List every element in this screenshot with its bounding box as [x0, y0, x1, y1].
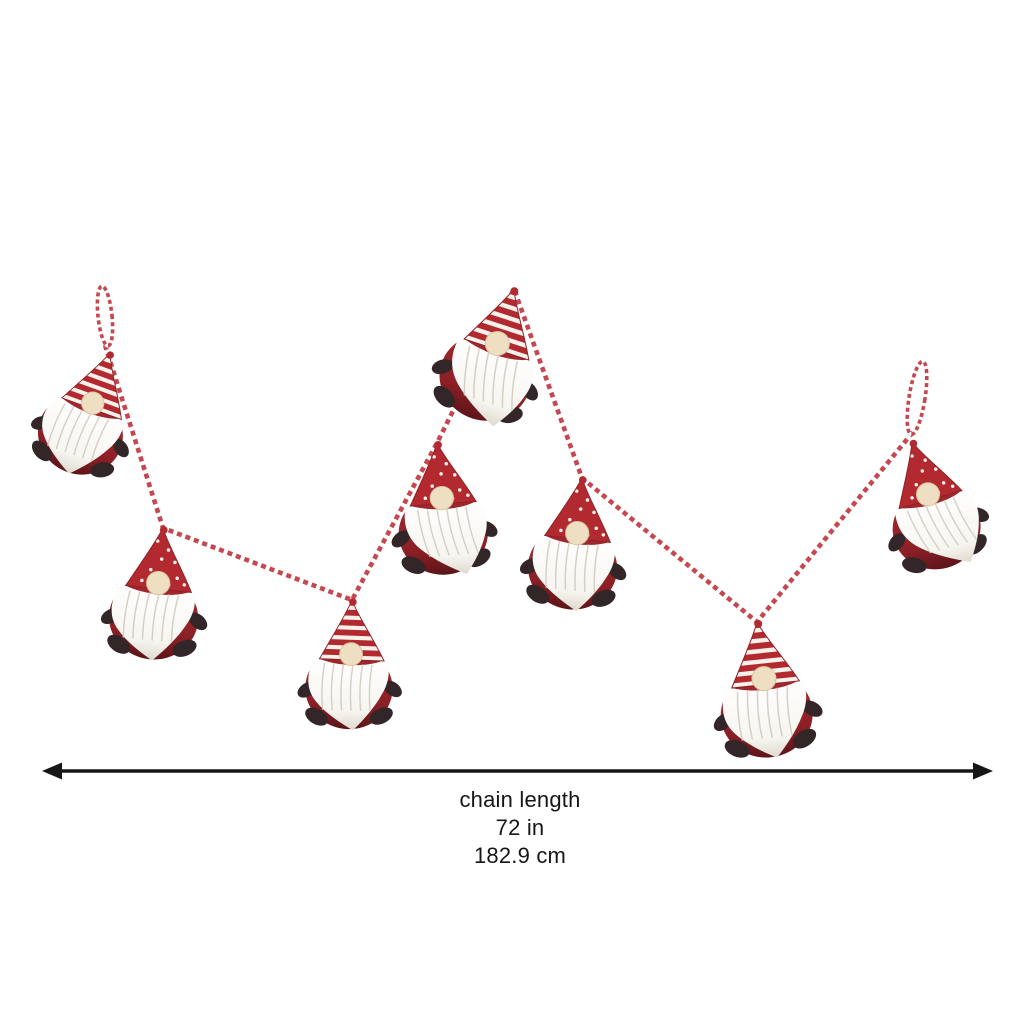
gnome-ornament-5-dotted-hat [391, 440, 498, 575]
dimension-label: chain length 72 in 182.9 cm [8, 786, 1024, 870]
gnome-beard [894, 488, 979, 563]
gnome-nose [916, 482, 941, 507]
gnome-foot-left [526, 584, 549, 604]
dimension-arrow [42, 762, 993, 780]
gnome-mitt-right [188, 612, 208, 631]
gnome-ornament-3-striped-hat [297, 598, 402, 731]
dimension-label-title: chain length [459, 787, 581, 812]
gnome-mitt-right [383, 680, 402, 698]
arrowhead-left [42, 762, 62, 780]
gnome-nose [339, 642, 363, 667]
gnome-beard [722, 678, 807, 758]
gnome-foot-right [172, 639, 197, 657]
gnome-beard [42, 394, 124, 474]
gnome-mitt-left [391, 530, 411, 548]
gnome-beard [308, 656, 389, 731]
dimension-value-cm: 182.9 cm [473, 843, 567, 868]
gnome-beard [404, 499, 487, 575]
gnome-foot-right [369, 707, 393, 725]
gnome-ornament-2-dotted-hat [100, 526, 208, 661]
gnome-foot-right [591, 589, 616, 607]
gnome-ornament-1-striped-hat [30, 346, 142, 478]
hanging-loop-1 [95, 284, 115, 348]
gnome-foot-right [90, 462, 115, 478]
arrowhead-right [973, 762, 993, 780]
gnome-beard [532, 533, 615, 612]
gnome-foot-left [107, 634, 130, 654]
gnome-ornament-8-dotted-hat [888, 439, 990, 574]
gnome-mitt-left [431, 359, 454, 375]
hanging-loop-2 [905, 359, 929, 437]
dimension-value-inches: 72 in [495, 815, 545, 840]
gnome-beard [452, 335, 534, 427]
gnome-nose [751, 666, 777, 692]
gnome-foot-left [724, 739, 750, 758]
gnome-ornament-7-striped-hat [713, 619, 823, 758]
gnome-nose [484, 331, 510, 357]
gnome-mitt-right [802, 700, 823, 717]
gnome-ornament-6-dotted-hat [519, 476, 627, 612]
gnome-ornament-4-striped-hat [431, 283, 549, 427]
gnome-foot-left [305, 707, 328, 726]
gnome-nose [146, 570, 171, 596]
gnome-mitt-right [607, 562, 627, 581]
gnome-mitt-left [888, 533, 906, 552]
gnome-nose [429, 485, 454, 511]
gnome-mitt-right [113, 438, 129, 458]
gnome-foot-left [401, 556, 426, 574]
gnome-foot-left [433, 385, 456, 408]
gnome-foot-left [902, 557, 927, 574]
gnome-beard [111, 583, 195, 661]
gnome-nose [565, 520, 590, 546]
gnome-foot-left [31, 440, 52, 462]
gnome-foot-right [792, 728, 817, 749]
gnome-nose [81, 391, 105, 415]
